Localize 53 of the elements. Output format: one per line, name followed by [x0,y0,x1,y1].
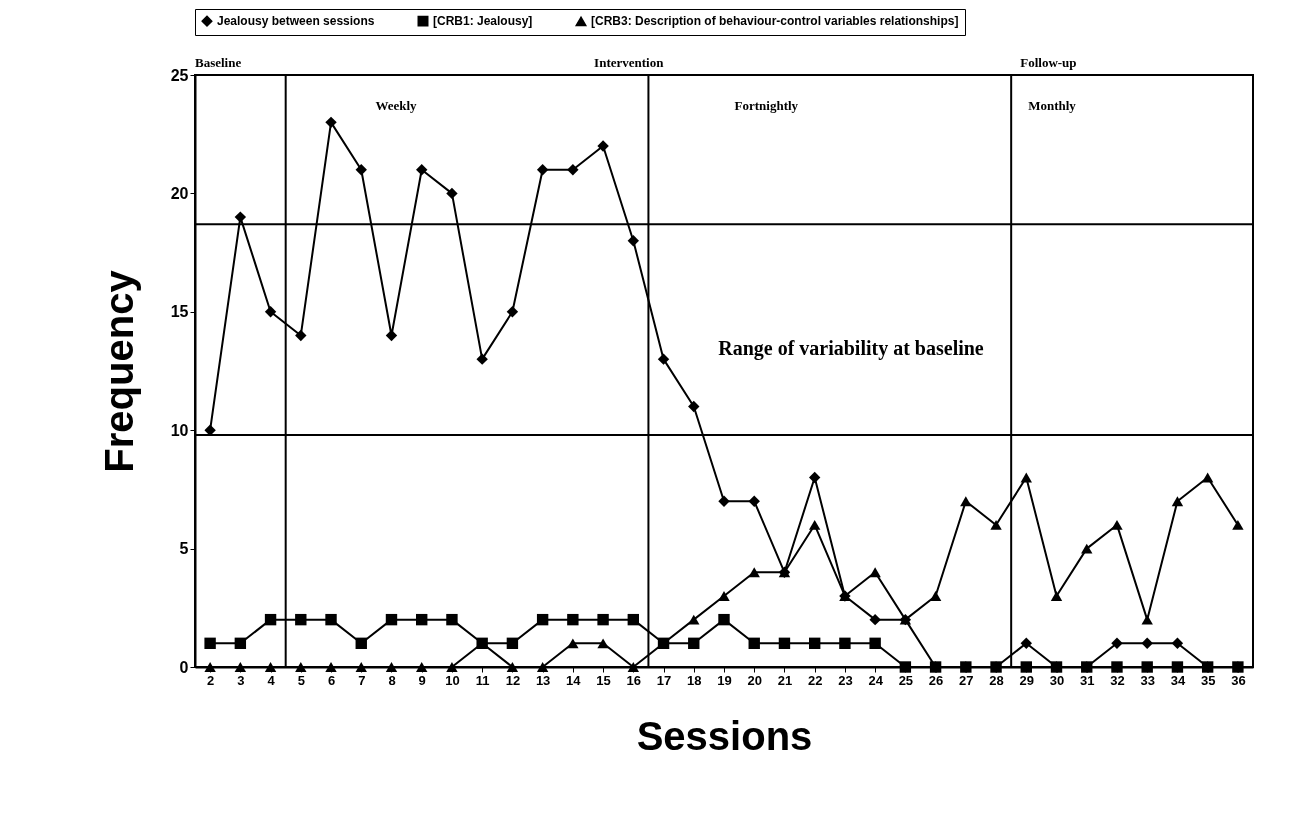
annotation: Fortnightly [734,98,799,114]
x-tick-label: 33 [1140,672,1155,688]
x-tick-label: 22 [807,672,823,688]
y-tick-label: 20 [170,184,189,202]
x-tick-label: 23 [838,672,853,688]
text: Intervention [594,55,665,71]
x-tick-label: 15 [596,672,611,688]
x-tick-label: 17 [656,672,672,688]
y-tick-label: 0 [179,658,189,676]
x-tick-label: 8 [388,672,396,688]
x-tick-label: 19 [717,672,732,688]
y-tick-label: 5 [179,540,189,558]
y-tick-label: 15 [170,303,189,321]
x-tick-label: 10 [445,672,460,688]
x-tick-label: 3 [237,672,245,688]
x-tick-label: 29 [1019,672,1035,688]
x-tick-label: 20 [747,672,762,688]
annotation: Weekly [375,98,418,114]
text: Baseline [195,55,242,71]
x-tick-label: 32 [1110,672,1125,688]
x-tick-label: 13 [535,672,551,688]
y-axis-title: Frequency [96,269,141,473]
x-tick-label: 6 [327,672,336,688]
y-tick-label: 10 [170,421,189,439]
x-tick-label: 14 [566,672,582,688]
x-tick-label: 24 [868,672,884,688]
x-tick-label: 34 [1170,672,1186,688]
x-tick-label: 30 [1049,672,1065,688]
x-tick-label: 16 [626,672,642,688]
x-tick-label: 31 [1080,672,1095,688]
x-tick-label: 9 [418,672,426,688]
x-tick-label: 2 [207,672,215,688]
legend-label: [CRB3: Description of behaviour-control variables relationships] [591,14,959,29]
x-tick-label: 25 [898,672,914,688]
x-tick-label: 11 [475,672,490,688]
x-tick-label: 28 [989,672,1004,688]
annotation: Monthly [1028,98,1077,114]
x-tick-label: 4 [267,672,276,688]
x-tick-label: 18 [687,672,702,688]
x-axis-title: Sessions [636,713,813,758]
legend-label: Jealousy between sessions [217,14,375,29]
x-tick-label: 35 [1200,672,1216,688]
x-tick-label: 36 [1231,672,1246,688]
annotation: Range of variability at baseline [718,337,984,361]
text: Follow-up [1020,55,1077,71]
x-tick-label: 26 [928,672,944,688]
legend-label: [CRB1: Jealousy] [433,14,533,29]
x-tick-label: 12 [505,672,521,688]
x-tick-label: 7 [358,672,366,688]
y-tick-label: 25 [170,66,189,84]
x-tick-label: 27 [959,672,974,688]
x-tick-label: 21 [777,672,793,688]
x-tick-label: 5 [297,672,305,688]
